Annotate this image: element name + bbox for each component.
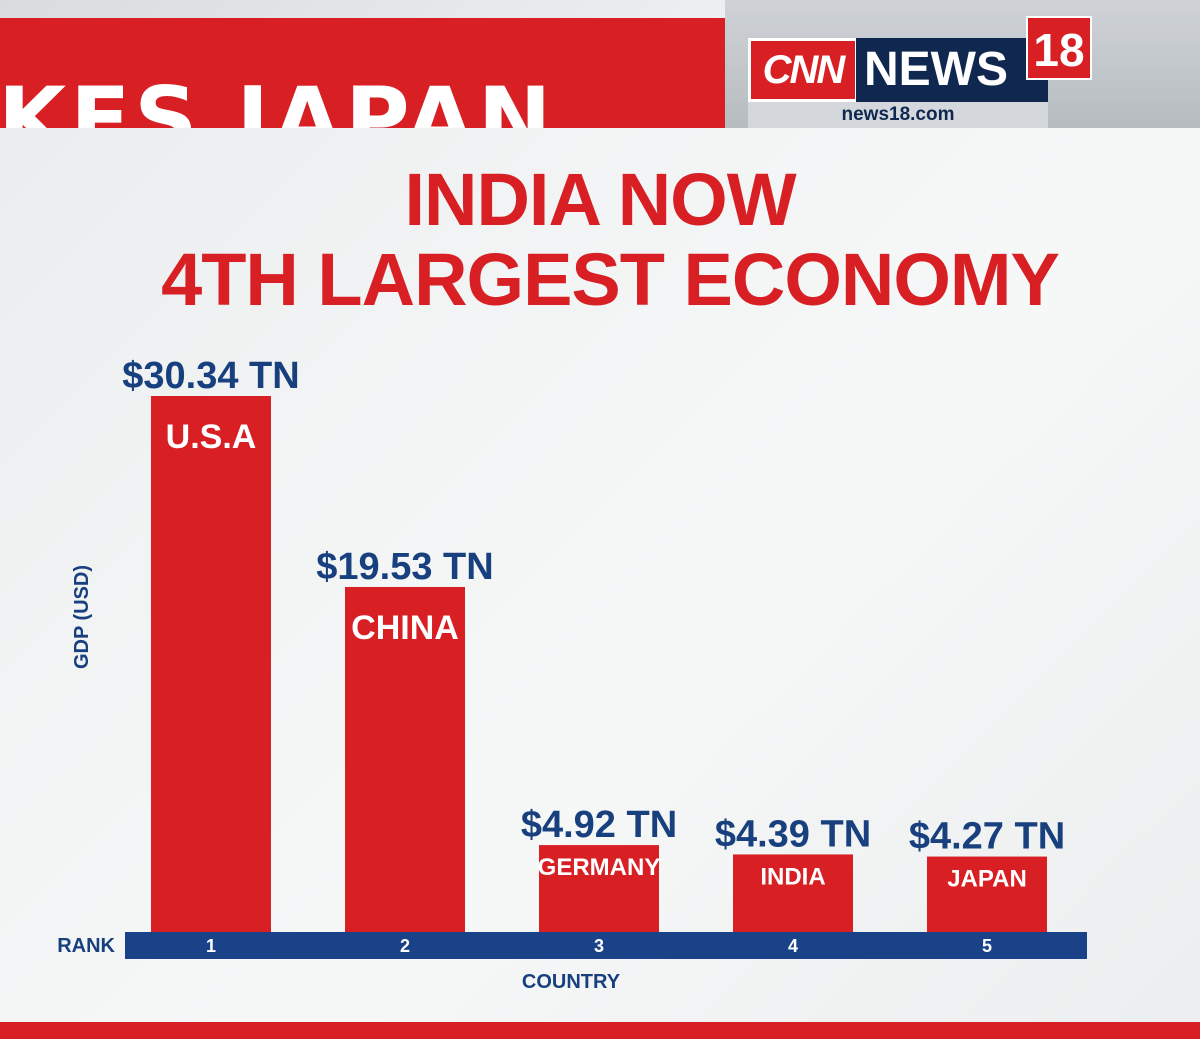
- x-axis-band: [125, 932, 1087, 959]
- category-label-japan: JAPAN: [947, 866, 1027, 893]
- bars-layer: $30.34 TN U.S.A $19.53 TN CHINA $4.92 TN GERM…: [122, 355, 1065, 932]
- bar-japan: [927, 856, 1047, 932]
- bar-china: [345, 586, 465, 932]
- category-label-india: INDIA: [760, 863, 825, 890]
- bottom-band: [0, 1022, 1200, 1039]
- rank-tick-3: 3: [594, 936, 604, 956]
- x-axis-title: COUNTRY: [522, 971, 621, 993]
- category-label-china: CHINA: [351, 609, 459, 647]
- bar-u-s-a: [151, 396, 271, 932]
- value-label-germany: $4.92 TN: [521, 804, 677, 846]
- value-label-japan: $4.27 TN: [909, 816, 1065, 858]
- ticker-text: KES JAPAN: [0, 68, 556, 129]
- headline-line-2: 4TH LARGEST ECONOMY: [161, 238, 1060, 321]
- value-label-u-s-a: $30.34 TN: [122, 355, 299, 397]
- news-logo-word: NEWS: [856, 38, 1048, 102]
- rank-tick-2: 2: [400, 936, 410, 956]
- value-label-china: $19.53 TN: [316, 546, 493, 588]
- headline-line-1: INDIA NOW: [404, 158, 796, 241]
- category-label-germany: GERMANY: [538, 854, 661, 881]
- headline: INDIA NOW 4TH LARGEST ECONOMY: [0, 160, 1200, 320]
- axis-layer: RANK 1 2 3 4 5 COUNTRY GDP (USD): [57, 565, 1087, 993]
- bar-india: [733, 854, 853, 932]
- rank-tick-1: 1: [206, 936, 216, 956]
- rank-label: RANK: [57, 935, 115, 957]
- channel-logo: CNN NEWS 18 news18.com: [748, 16, 1092, 130]
- ticker-banner: KES JAPAN: [0, 18, 725, 128]
- value-label-india: $4.39 TN: [715, 813, 871, 855]
- eighteen-logo-badge: 18: [1026, 16, 1092, 80]
- rank-tick-5: 5: [982, 936, 992, 956]
- bar-germany: [539, 845, 659, 932]
- logo-url: news18.com: [748, 102, 1048, 128]
- category-label-u-s-a: U.S.A: [166, 418, 257, 456]
- rank-tick-4: 4: [788, 936, 798, 956]
- y-axis-title: GDP (USD): [71, 565, 93, 669]
